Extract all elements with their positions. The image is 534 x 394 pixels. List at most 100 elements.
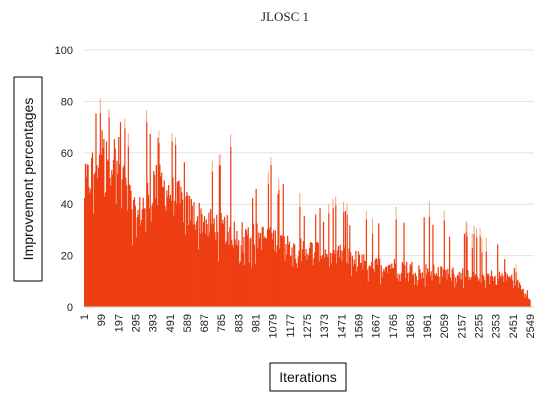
bar [439,283,441,307]
bar [470,277,473,307]
bar [203,221,205,307]
bar [378,223,380,307]
bar [471,247,473,307]
bar [423,217,425,307]
x-tick-label: 1863 [405,314,417,338]
bar [434,275,437,307]
bar [104,196,106,307]
bar [352,265,354,307]
bar [484,288,487,307]
bar [438,276,440,307]
x-tick-label: 883 [233,314,245,332]
bar-highlight [428,201,430,217]
bar [302,241,305,307]
bar [187,195,189,307]
bar [450,280,452,307]
bar-highlight [230,134,232,147]
bar [455,283,458,307]
bar [197,249,200,307]
bar [399,281,402,307]
bar [371,262,373,307]
bar [186,192,188,307]
bar [279,248,281,307]
bar [496,284,498,307]
bar [137,209,139,307]
bar-highlight [171,133,173,142]
bar [252,198,254,307]
bar [84,163,87,307]
bar [98,154,101,307]
bar [282,184,284,307]
bar [385,266,388,307]
bar [158,143,160,307]
bar-highlight [175,137,177,146]
bar [106,161,108,307]
bar [498,271,501,307]
bar [520,290,522,307]
bar [476,237,478,307]
bar [425,264,427,307]
x-tick-label: 1 [79,314,91,320]
bar [170,200,172,307]
bar [426,274,428,307]
bar [456,275,459,307]
bar [310,242,312,307]
bar [91,157,93,307]
bar [380,265,382,307]
bar [317,243,319,307]
bar [235,244,237,307]
bar [105,192,107,307]
bar-highlight [146,110,148,123]
bar [336,263,338,307]
bar [134,205,136,307]
bar [397,273,399,307]
bar [296,267,298,307]
bar [126,210,129,307]
bar [192,224,194,307]
bar [476,276,479,307]
bar [140,224,142,307]
bar [393,258,396,307]
bar [374,259,376,307]
bar [355,250,357,307]
bar [190,199,192,307]
bar [338,257,340,307]
bar-highlight [335,196,337,206]
bar [221,223,223,307]
bar [224,243,227,307]
x-tick-label: 589 [182,314,194,332]
bar [409,264,411,307]
bar [246,235,249,307]
bar [121,179,123,307]
bar [465,231,467,307]
bar [200,208,202,307]
bar [449,277,452,307]
bar [100,154,102,307]
bar [122,167,124,307]
bar [323,257,326,307]
bar [276,245,278,307]
x-tick-label: 2353 [491,314,503,338]
bar [188,224,190,307]
bar-highlight [479,228,481,237]
bar [515,272,517,307]
y-tick-label: 80 [61,96,73,108]
bar [429,275,431,307]
bar [389,264,391,307]
bar-highlight [471,233,473,248]
bar [136,217,138,307]
bar [283,236,285,307]
bar [245,229,247,307]
bar [148,208,150,307]
bar [410,265,412,307]
bar [480,282,482,307]
bar [252,223,255,307]
bar [172,177,174,307]
bar [301,249,304,307]
bar [369,265,371,307]
bar [368,266,370,307]
bar [462,288,465,307]
bar [404,265,406,307]
x-tick-label: 1471 [336,314,348,338]
bar [86,164,88,307]
